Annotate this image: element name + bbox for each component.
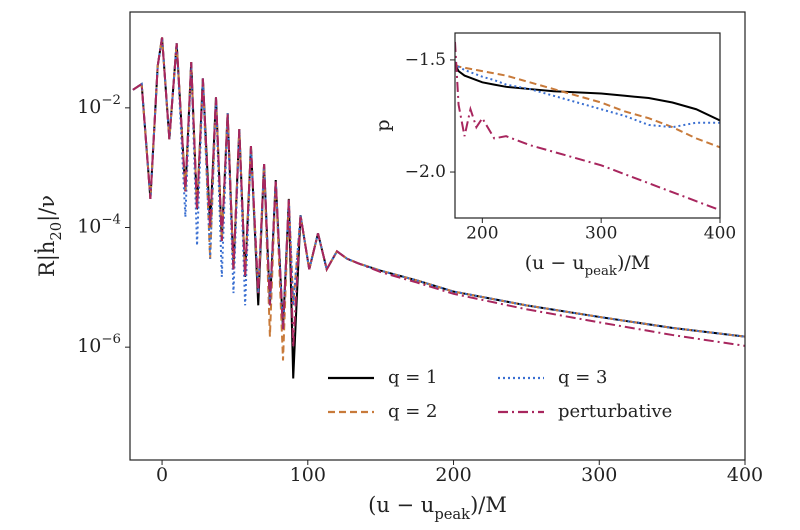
y-tick-label: −1.5 [405,49,446,69]
x-tick-label: 0 [156,464,168,486]
axis-label-part: )/M [470,493,507,517]
x-tick-label: 200 [466,224,498,244]
axis-label: R|ḣ20|/ν [35,195,65,277]
y-tick-base: 10 [77,335,101,357]
y-tick-label: −2.0 [405,162,446,182]
plot-frame [454,32,721,219]
plot-area [132,37,745,379]
x-tick-label: 300 [585,224,617,244]
axis-label: (u − upeak)/M [525,252,651,279]
series-line [132,37,745,348]
y-tick-base: −2.0 [405,162,446,182]
axis-label-part: peak [434,506,470,523]
y-tick-base: −1.5 [405,49,446,69]
x-tick-label: 200 [435,464,471,486]
plot-frame [129,11,746,461]
y-tick-label: 10−2 [77,93,121,118]
axis-label-part: peak [585,264,618,279]
y-tick-base: 10 [77,216,101,238]
series-line [132,37,745,338]
x-tick-label: 300 [581,464,617,486]
axis-label-part: (u − u [368,493,434,517]
series-line [455,61,720,129]
y-tick-exponent: −4 [101,213,121,228]
axis-label-part: p [372,119,394,131]
y-tick-label: 10−4 [77,213,121,238]
inset-background [455,33,720,218]
axis-label: (u − upeak)/M [368,493,507,523]
axis-label-part: |/ν [35,195,60,222]
series-line [455,41,720,212]
axis-label-part: (u − u [525,252,585,274]
x-tick-label: 100 [290,464,326,486]
x-tick-label: 400 [704,224,736,244]
x-tick-label: 400 [727,464,763,486]
y-tick-label: 10−6 [77,332,121,357]
legend-label: q = 2 [388,401,438,422]
axis-label: p [372,119,394,131]
axis-label-part: )/M [617,252,650,274]
axis-label-part: 20 [48,222,65,241]
axis-label-part: R|ḣ [35,241,60,277]
y-tick-exponent: −2 [101,93,121,108]
legend-label: q = 1 [388,367,438,388]
y-tick-exponent: −6 [101,332,121,347]
y-tick-base: 10 [77,96,101,118]
series-line [455,63,720,149]
legend-label: perturbative [558,401,672,422]
legend-label: q = 3 [558,367,608,388]
plot-area [455,41,720,212]
